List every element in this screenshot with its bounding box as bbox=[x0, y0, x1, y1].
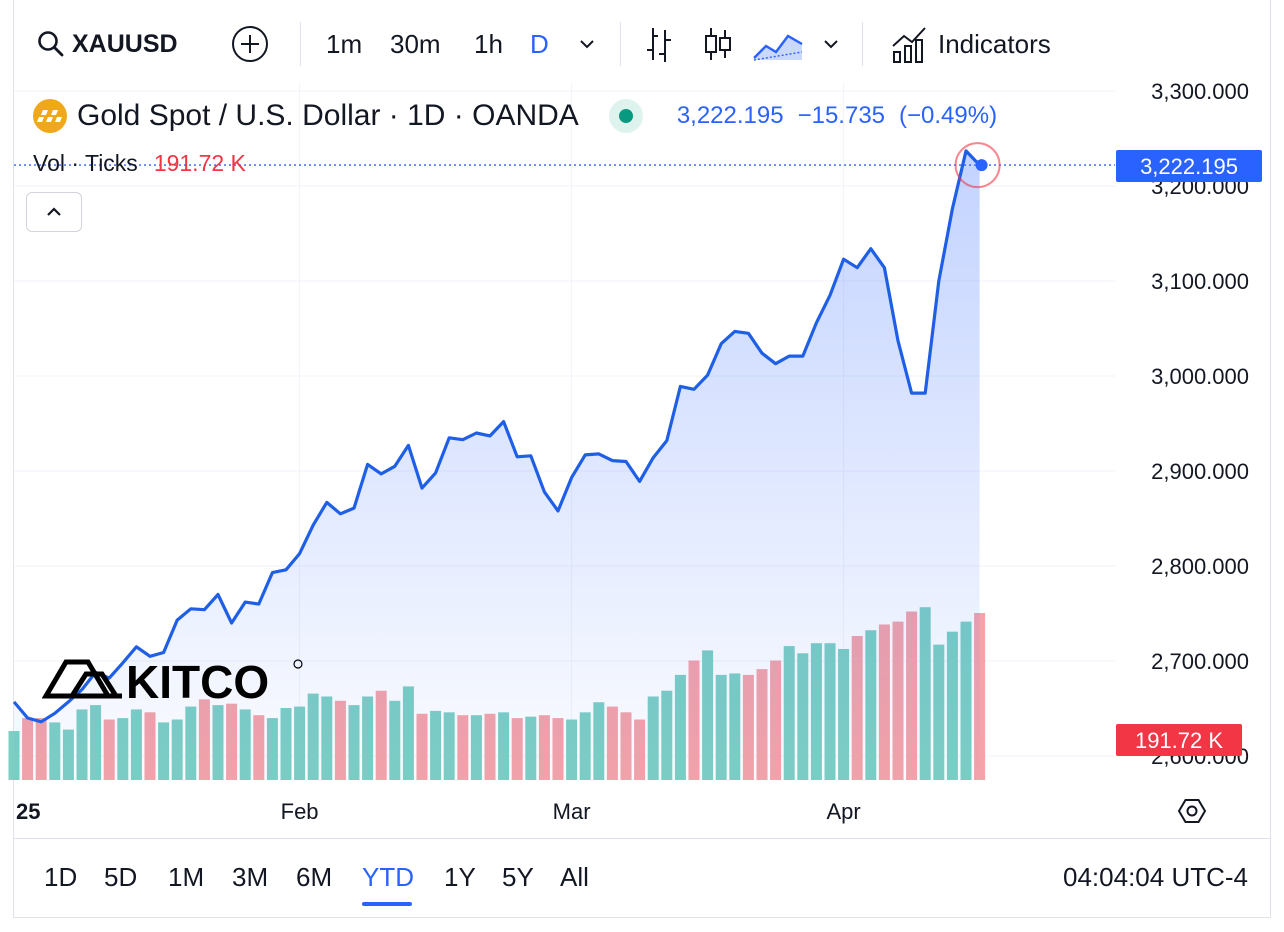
legend-change-pct: (−0.49%) bbox=[899, 102, 998, 129]
range-1y[interactable]: 1Y bbox=[444, 862, 476, 892]
candles-style-button[interactable] bbox=[702, 24, 734, 64]
gold-bars-icon bbox=[33, 99, 67, 133]
range-all[interactable]: All bbox=[560, 862, 589, 892]
range-bar: 1D 5D 1M 3M 6M YTD 1Y 5Y All 04:04:04 UTC-4 bbox=[0, 838, 1284, 918]
add-icon bbox=[232, 26, 268, 62]
symbol-label: XAUUSD bbox=[72, 29, 178, 58]
chevron-up-icon bbox=[47, 207, 61, 216]
indicators-button[interactable]: Indicators bbox=[890, 24, 1051, 64]
area-style-button[interactable] bbox=[752, 24, 804, 64]
interval-30m[interactable]: 30m bbox=[390, 28, 441, 59]
volume-legend: Vol · Ticks 191.72 K bbox=[33, 150, 246, 177]
market-status-icon[interactable] bbox=[608, 99, 643, 133]
price-chart[interactable]: 2,600.0002,700.0002,800.0002,900.0003,00… bbox=[0, 0, 1284, 838]
volume-label-box: 191.72 K bbox=[1116, 724, 1242, 756]
interval-menu-button[interactable] bbox=[576, 24, 598, 64]
search-icon bbox=[38, 31, 64, 57]
bottom-divider bbox=[13, 838, 1271, 839]
y-tick-label: 2,900.000 bbox=[1151, 459, 1249, 484]
legend-price: 3,222.195 bbox=[676, 102, 784, 129]
chevron-down-icon bbox=[824, 40, 838, 49]
range-5d[interactable]: 5D bbox=[104, 862, 138, 892]
indicators-label: Indicators bbox=[938, 28, 1051, 59]
y-tick-label: 3,300.000 bbox=[1151, 79, 1249, 104]
bars-icon bbox=[647, 28, 671, 62]
kitco-logo: KITCO bbox=[41, 652, 312, 713]
range-1d[interactable]: 1D bbox=[44, 862, 78, 892]
y-tick-label: 2,700.000 bbox=[1151, 649, 1249, 674]
volume-label: 191.72 K bbox=[1135, 728, 1223, 753]
legend-change: −15.735 bbox=[797, 102, 886, 129]
range-3m[interactable]: 3M bbox=[232, 862, 269, 892]
range-ytd[interactable]: YTD bbox=[362, 862, 414, 892]
price-label: 3,222.195 bbox=[1140, 154, 1238, 179]
price-axis[interactable]: 2,600.0002,700.0002,800.0002,900.0003,00… bbox=[1151, 79, 1249, 769]
volume-legend-value: 191.72 K bbox=[153, 150, 246, 176]
y-tick-label: 2,800.000 bbox=[1151, 554, 1249, 579]
price-line bbox=[12, 149, 981, 724]
clock[interactable]: 04:04:04 UTC-4 bbox=[1063, 862, 1248, 892]
active-range-underline bbox=[362, 902, 412, 906]
price-label-box: 3,222.195 bbox=[1116, 150, 1262, 182]
range-1m[interactable]: 1M bbox=[168, 862, 205, 892]
toolbar-divider bbox=[300, 22, 301, 66]
y-tick-label: 3,100.000 bbox=[1151, 269, 1249, 294]
collapse-legend-button[interactable] bbox=[26, 192, 82, 232]
range-6m[interactable]: 6M bbox=[296, 862, 333, 892]
x-tick-label: Feb bbox=[281, 799, 319, 824]
toolbar: XAUUSD 1m 30m 1h D Indicators bbox=[0, 0, 1284, 84]
toolbar-divider bbox=[862, 22, 863, 66]
toolbar-divider bbox=[620, 22, 621, 66]
x-tick-label: 25 bbox=[16, 799, 40, 824]
compare-button[interactable] bbox=[230, 24, 270, 64]
x-tick-label: Mar bbox=[553, 799, 591, 824]
volume-legend-label: Vol · Ticks bbox=[33, 150, 138, 176]
chart-legend: Gold Spot / U.S. Dollar · 1D · OANDA 3,2… bbox=[33, 96, 1011, 136]
chart-frame bbox=[13, 0, 1271, 918]
area-icon bbox=[753, 34, 803, 61]
time-axis[interactable]: 25 Feb Mar Apr bbox=[16, 799, 861, 824]
last-price-ring bbox=[954, 142, 1001, 189]
symbol-search-button[interactable]: XAUUSD bbox=[36, 24, 178, 64]
watermark: KITCO bbox=[126, 656, 269, 708]
interval-d[interactable]: D bbox=[530, 28, 549, 59]
indicators-icon bbox=[892, 27, 926, 63]
interval-1h[interactable]: 1h bbox=[474, 28, 503, 59]
price-area-fill bbox=[14, 150, 980, 780]
last-price-dot bbox=[975, 159, 988, 172]
candles-icon bbox=[705, 28, 731, 60]
settings-icon[interactable] bbox=[1177, 799, 1207, 823]
chart-style-menu-button[interactable] bbox=[820, 24, 842, 64]
x-tick-label: Apr bbox=[826, 799, 860, 824]
chevron-down-icon bbox=[580, 40, 594, 49]
range-5y[interactable]: 5Y bbox=[502, 862, 534, 892]
bars-style-button[interactable] bbox=[644, 24, 674, 64]
legend-title: Gold Spot / U.S. Dollar · 1D · OANDA bbox=[77, 99, 579, 132]
y-tick-label: 3,000.000 bbox=[1151, 364, 1249, 389]
interval-1m[interactable]: 1m bbox=[326, 28, 363, 59]
